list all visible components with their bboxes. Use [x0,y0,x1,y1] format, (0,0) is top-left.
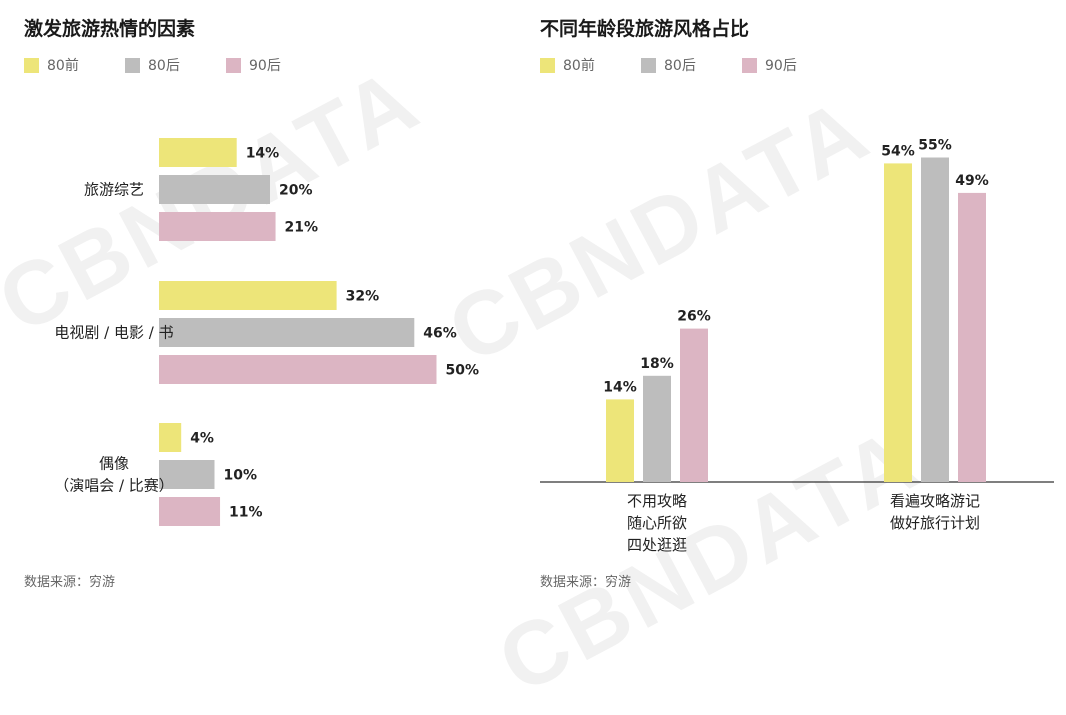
left-legend: 80前 80后 90后 [24,55,327,75]
category-label: 电视剧 / 电影 / 书 [54,324,173,342]
legend-swatch-90post [742,57,757,73]
bar-value-label: 21% [285,220,319,236]
legend-label-80post: 80后 [148,58,180,74]
legend-label-80post: 80后 [664,58,696,74]
bar-value-label: 14% [603,379,637,395]
category-label: 随心所欲 [627,514,687,532]
bar-value-label: 46% [423,326,457,342]
category-label: 偶像 [99,455,129,473]
bar-80pre-cat1 [884,163,912,482]
bar-80pre-cat0 [159,138,237,167]
bar-value-label: 26% [677,309,711,325]
bar-80post-cat1 [921,157,949,482]
bar-90post-cat2 [159,497,221,526]
legend-item-90post: 90后 [226,55,327,75]
category-label: 旅游综艺 [84,181,144,199]
bar-80post-cat2 [159,460,215,489]
left-bar-chart: 14% 20% 21% 旅游综艺 32% 46% 50% 电视剧 / 电影 / 书 4% 10% 1… [54,138,480,526]
bar-80pre-cat0 [606,399,634,482]
legend-swatch-80post [125,57,140,73]
bar-90post-cat0 [680,328,708,482]
bar-80pre-cat2 [159,423,182,452]
bar-90post-cat0 [159,212,276,241]
legend-item-80pre: 80前 [540,55,641,75]
bar-90post-cat1 [159,355,437,384]
legend-swatch-90post [226,57,241,73]
bar-value-label: 10% [224,468,258,484]
legend-item-80post: 80后 [641,55,742,75]
legend-label-90post: 90后 [765,58,797,74]
bar-80post-cat0 [159,175,270,204]
legend-item-80post: 80后 [125,55,226,75]
bar-value-label: 18% [640,356,674,372]
bar-value-label: 50% [446,363,480,379]
category-label: 四处逛逛 [627,536,687,554]
legend-swatch-80pre [540,57,555,73]
bar-value-label: 20% [279,183,313,199]
legend-swatch-80post [641,57,656,73]
legend-label-80pre: 80前 [563,58,595,74]
category-label: 看遍攻略游记 [890,492,980,510]
bar-value-label: 14% [246,146,280,162]
bar-value-label: 11% [229,505,263,521]
legend-label-80pre: 80前 [47,58,79,74]
bar-value-label: 4% [190,431,214,447]
bar-value-label: 49% [955,173,989,189]
right-source-note: 数据来源：穷游 [540,575,632,590]
bar-80post-cat0 [643,375,671,482]
bar-value-label: 54% [881,143,915,159]
legend-swatch-80pre [24,57,39,73]
legend-item-90post: 90后 [742,55,843,75]
left-source-note: 数据来源：穷游 [24,575,116,590]
bar-90post-cat1 [958,192,986,482]
category-label: （演唱会 / 比赛） [54,477,174,495]
category-label: 不用攻略 [627,492,687,510]
legend-item-80pre: 80前 [24,55,125,75]
bar-80pre-cat1 [159,281,337,310]
category-label: 做好旅行计划 [890,514,980,532]
bar-80post-cat1 [159,318,415,347]
bar-value-label: 55% [918,138,952,154]
right-chart-title: 不同年龄段旅游风格占比 [540,18,750,40]
left-chart-title: 激发旅游热情的因素 [24,18,196,40]
legend-label-90post: 90后 [249,58,281,74]
bar-value-label: 32% [346,289,380,305]
right-legend: 80前 80后 90后 [540,55,843,75]
